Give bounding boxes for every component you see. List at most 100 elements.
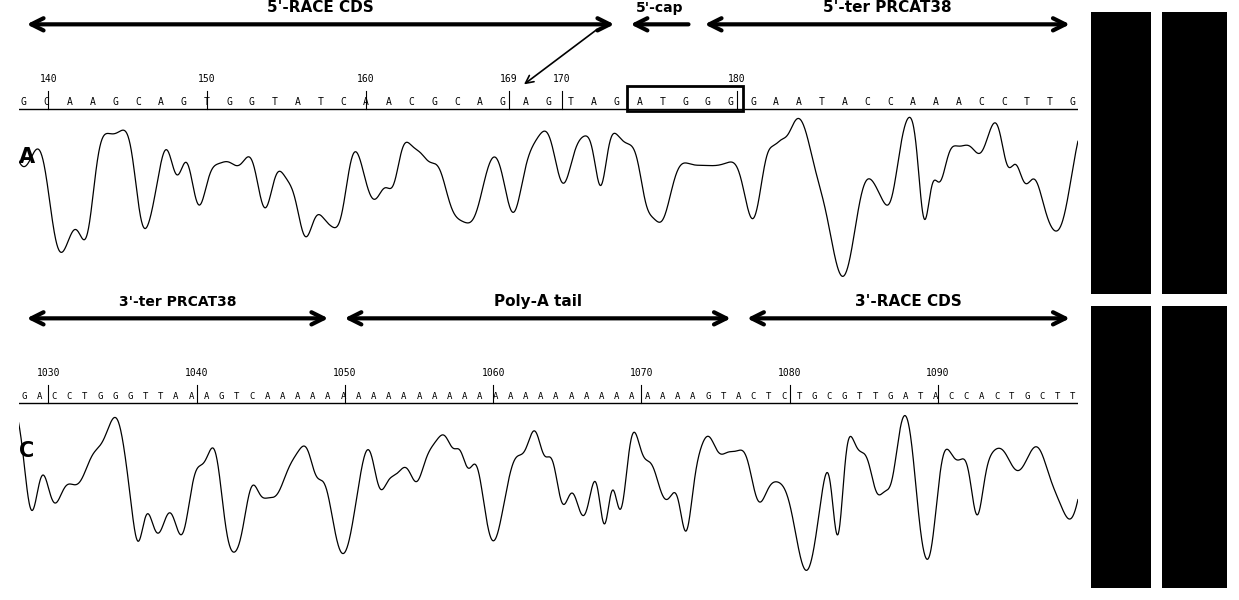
Text: G: G — [727, 97, 733, 107]
Text: A: A — [370, 392, 377, 401]
Text: G: G — [113, 392, 118, 401]
Text: A: A — [325, 392, 331, 401]
Text: T: T — [857, 392, 862, 401]
Text: 1030: 1030 — [36, 368, 59, 378]
Text: G: G — [97, 392, 103, 401]
Text: T: T — [1054, 392, 1061, 401]
Text: A: A — [841, 97, 847, 107]
Text: A: A — [569, 392, 574, 401]
Text: A: A — [797, 97, 802, 107]
Text: C: C — [994, 392, 1000, 401]
Text: A: A — [356, 392, 361, 401]
Text: A: A — [280, 392, 285, 401]
Text: G: G — [812, 392, 817, 401]
Bar — [1162, 12, 1228, 294]
Text: A: A — [508, 392, 513, 401]
Text: T: T — [569, 97, 574, 107]
Text: 160: 160 — [357, 74, 375, 84]
Text: 1050: 1050 — [333, 368, 357, 378]
Text: T: T — [142, 392, 149, 401]
Text: T: T — [720, 392, 726, 401]
Text: A: A — [736, 392, 741, 401]
Text: A: A — [173, 392, 178, 401]
Text: 5'-cap: 5'-cap — [636, 1, 683, 14]
Text: G: G — [843, 392, 847, 401]
Text: G: G — [21, 392, 26, 401]
Text: 1060: 1060 — [482, 368, 506, 378]
Text: G: G — [113, 97, 118, 107]
Text: A: A — [462, 392, 467, 401]
Text: A: A — [19, 148, 35, 167]
Text: C: C — [1040, 392, 1044, 401]
Text: A: A — [598, 392, 605, 401]
Text: 1090: 1090 — [927, 368, 950, 378]
Text: A: A — [67, 97, 72, 107]
Text: A: A — [584, 392, 589, 401]
Text: A: A — [363, 97, 369, 107]
Text: C: C — [409, 97, 414, 107]
Text: A: A — [431, 392, 437, 401]
Text: 5'-ter PRCAT38: 5'-ter PRCAT38 — [823, 0, 952, 14]
Text: 140: 140 — [40, 74, 57, 84]
Text: A: A — [523, 97, 528, 107]
Text: 3'-ter PRCAT38: 3'-ter PRCAT38 — [119, 295, 237, 308]
Text: 150: 150 — [198, 74, 216, 84]
Text: 3'-RACE CDS: 3'-RACE CDS — [855, 293, 961, 308]
Text: G: G — [705, 392, 710, 401]
Text: A: A — [773, 97, 779, 107]
Text: C: C — [826, 392, 833, 401]
Text: T: T — [659, 97, 665, 107]
Text: G: G — [613, 97, 620, 107]
Bar — [627, 86, 743, 110]
Text: C: C — [455, 97, 460, 107]
Text: C: C — [751, 392, 756, 401]
Bar — [1090, 306, 1151, 588]
Text: C: C — [341, 97, 346, 107]
Text: T: T — [766, 392, 772, 401]
Text: C: C — [964, 392, 969, 401]
Text: T: T — [1070, 392, 1075, 401]
Text: T: T — [797, 392, 802, 401]
Text: T: T — [1009, 392, 1015, 401]
Text: A: A — [401, 392, 406, 401]
Text: T: T — [203, 97, 209, 107]
Bar — [1090, 12, 1151, 294]
Text: C: C — [43, 97, 50, 107]
Text: A: A — [637, 97, 642, 107]
Text: G: G — [219, 392, 224, 401]
Text: G: G — [1069, 97, 1075, 107]
Text: T: T — [872, 392, 877, 401]
Text: A: A — [523, 392, 528, 401]
Text: T: T — [234, 392, 239, 401]
Bar — [1162, 306, 1228, 588]
Text: A: A — [264, 392, 270, 401]
Text: G: G — [128, 392, 133, 401]
Text: A: A — [979, 392, 984, 401]
Text: G: G — [249, 97, 255, 107]
Text: A: A — [933, 97, 939, 107]
Text: G: G — [683, 97, 688, 107]
Text: G: G — [545, 97, 551, 107]
Text: 169: 169 — [501, 74, 518, 84]
Text: T: T — [317, 97, 323, 107]
Text: 170: 170 — [554, 74, 571, 84]
Text: G: G — [21, 97, 27, 107]
Text: T: T — [1047, 97, 1053, 107]
Text: G: G — [887, 392, 893, 401]
Text: A: A — [188, 392, 193, 401]
Text: T: T — [159, 392, 164, 401]
Text: C: C — [67, 392, 72, 401]
Text: A: A — [477, 97, 483, 107]
Text: C: C — [52, 392, 57, 401]
Text: C: C — [948, 392, 954, 401]
Text: A: A — [447, 392, 452, 401]
Text: T: T — [918, 392, 923, 401]
Text: A: A — [911, 97, 916, 107]
Text: D: D — [1099, 311, 1116, 332]
Text: A: A — [675, 392, 680, 401]
Text: G: G — [751, 97, 756, 107]
Text: T: T — [1025, 97, 1030, 107]
Text: G: G — [705, 97, 711, 107]
Text: A: A — [310, 392, 316, 401]
Text: G: G — [181, 97, 186, 107]
